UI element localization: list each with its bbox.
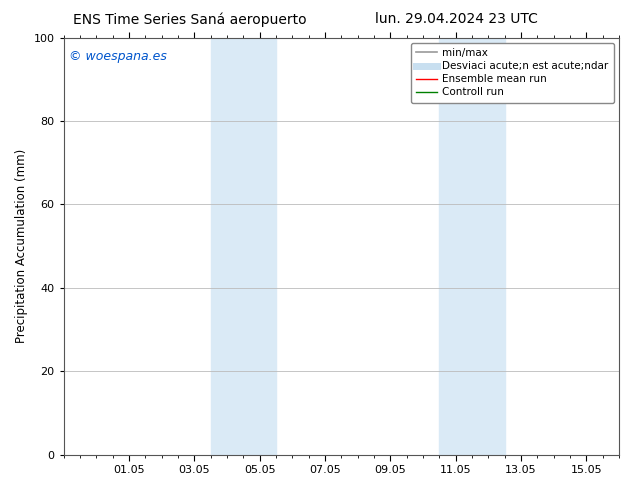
Y-axis label: Precipitation Accumulation (mm): Precipitation Accumulation (mm): [15, 149, 28, 343]
Text: © woespana.es: © woespana.es: [69, 50, 167, 63]
Bar: [210, 38, 276, 455]
Bar: [439, 38, 505, 455]
Legend: min/max, Desviaci acute;n est acute;ndar, Ensemble mean run, Controll run: min/max, Desviaci acute;n est acute;ndar…: [411, 43, 614, 103]
Text: lun. 29.04.2024 23 UTC: lun. 29.04.2024 23 UTC: [375, 12, 538, 26]
Text: ENS Time Series Saná aeropuerto: ENS Time Series Saná aeropuerto: [74, 12, 307, 27]
